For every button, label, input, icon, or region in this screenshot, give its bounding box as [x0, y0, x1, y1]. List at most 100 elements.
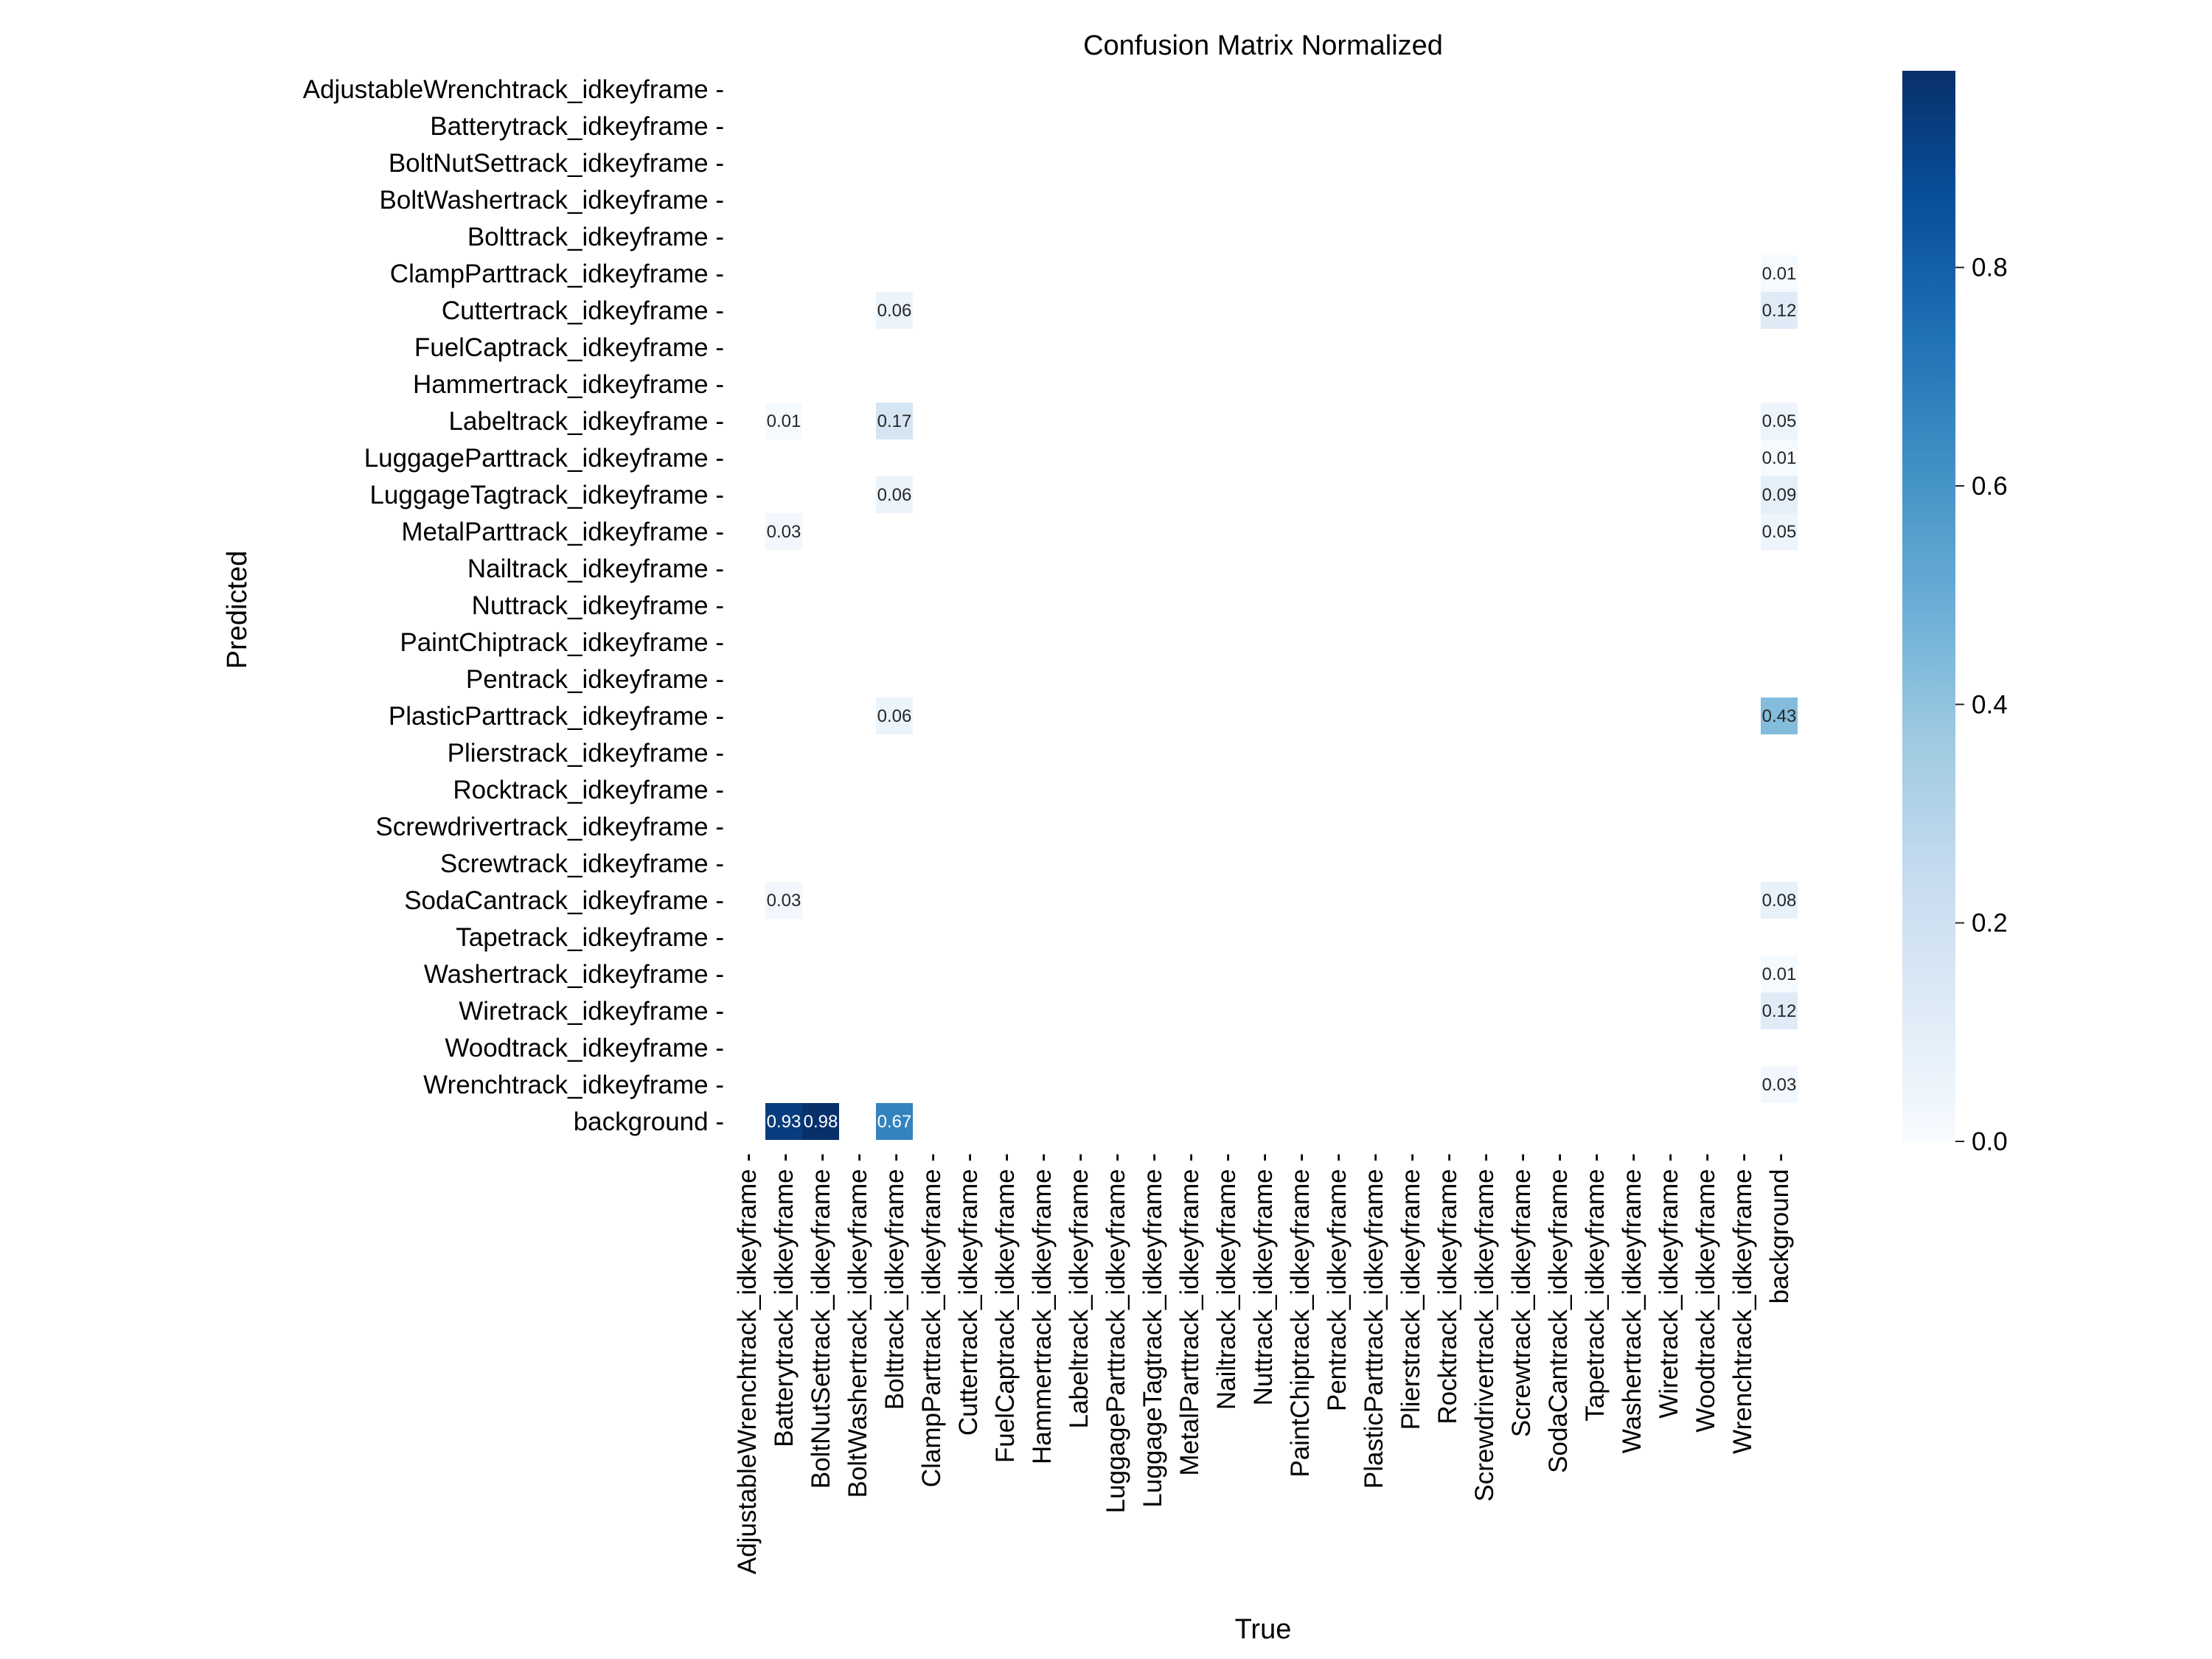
colorbar-ticks: 0.0 0.2 0.4 0.6 0.8	[1955, 254, 2008, 1156]
colorbar-tick-label: 0.6	[1972, 472, 2008, 501]
cell-value-label: 0.06	[877, 706, 912, 726]
cell-value-label: 0.67	[877, 1112, 912, 1132]
y-tick-label: BoltWashertrack_idkeyframe -	[380, 186, 724, 215]
x-tick-label: Nailtrack_idkeyframe -	[1212, 1153, 1241, 1410]
cell-value-label: 0.05	[1762, 522, 1797, 542]
x-tick-label: SodaCantrack_idkeyframe -	[1544, 1153, 1573, 1473]
heatmap-cell	[876, 698, 913, 734]
y-tick-label: ClampParttrack_idkeyframe -	[390, 260, 724, 288]
cell-value-label: 0.01	[1762, 264, 1797, 284]
y-tick-label: SodaCantrack_idkeyframe -	[404, 886, 724, 915]
heatmap-cell	[876, 403, 913, 439]
y-tick-label: PlasticParttrack_idkeyframe -	[389, 702, 724, 731]
y-tick-labels: AdjustableWrenchtrack_idkeyframe - Batter…	[303, 75, 724, 1136]
y-tick-label: LuggageParttrack_idkeyframe -	[364, 444, 724, 473]
y-tick-label: Tapetrack_idkeyframe -	[456, 923, 724, 952]
x-tick-label: PlasticParttrack_idkeyframe -	[1360, 1153, 1388, 1489]
y-tick-label: PaintChiptrack_idkeyframe -	[400, 628, 724, 657]
heatmap-cell	[1761, 698, 1798, 734]
y-tick-label: AdjustableWrenchtrack_idkeyframe -	[303, 75, 724, 104]
y-tick-label: Wrenchtrack_idkeyframe -	[423, 1071, 724, 1099]
colorbar-tick-label: 0.8	[1972, 254, 2008, 282]
x-tick-label: ClampParttrack_idkeyframe -	[917, 1153, 946, 1487]
heatmap-cell	[765, 882, 802, 919]
y-tick-label: Cuttertrack_idkeyframe -	[442, 296, 724, 325]
y-tick-label: FuelCaptrack_idkeyframe -	[414, 333, 724, 362]
x-tick-label: Hammertrack_idkeyframe -	[1028, 1153, 1057, 1464]
y-tick-label: Plierstrack_idkeyframe -	[448, 739, 724, 768]
x-tick-label: Screwdrivertrack_idkeyframe -	[1470, 1153, 1499, 1502]
y-tick-label: Woodtrack_idkeyframe -	[445, 1034, 724, 1062]
x-tick-label: background -	[1765, 1153, 1794, 1304]
colorbar-gradient-bar	[1902, 71, 1955, 1141]
y-tick-label: LuggageTagtrack_idkeyframe -	[369, 481, 724, 509]
cell-value-label: 0.17	[877, 411, 912, 431]
cell-value-label: 0.01	[767, 411, 801, 431]
x-tick-label: Wrenchtrack_idkeyframe -	[1728, 1153, 1757, 1454]
x-tick-labels: AdjustableWrenchtrack_idkeyframe - Batter…	[733, 1153, 1794, 1574]
heatmap-cell	[802, 1103, 839, 1140]
heatmap-cell	[765, 1103, 802, 1140]
x-tick-label: MetalParttrack_idkeyframe -	[1175, 1153, 1204, 1476]
y-tick-label: Batterytrack_idkeyframe -	[430, 112, 724, 141]
y-tick-label: Hammertrack_idkeyframe -	[413, 370, 724, 399]
heatmap-cell	[1761, 255, 1798, 292]
y-tick-label: Screwtrack_idkeyframe -	[440, 849, 724, 878]
cell-value-label: 0.03	[1762, 1075, 1797, 1095]
heatmap-cell	[1761, 882, 1798, 919]
cell-value-label: 0.06	[877, 301, 912, 321]
cell-value-label: 0.43	[1762, 706, 1797, 726]
heatmap-cell	[765, 403, 802, 439]
heatmap-cell	[876, 1103, 913, 1140]
y-tick-label: background -	[574, 1107, 724, 1136]
heatmap-cells	[765, 255, 1798, 1140]
heatmap-cell	[1761, 476, 1798, 513]
x-tick-label: FuelCaptrack_idkeyframe -	[991, 1153, 1020, 1463]
cell-value-label: 0.01	[1762, 964, 1797, 984]
x-tick-label: LuggageTagtrack_idkeyframe -	[1138, 1153, 1167, 1508]
cell-value-label: 0.98	[804, 1112, 838, 1132]
colorbar-tick-label: 0.2	[1972, 909, 2008, 938]
y-tick-label: Washertrack_idkeyframe -	[424, 960, 724, 989]
cell-value-label: 0.05	[1762, 411, 1797, 431]
x-tick-label: Plierstrack_idkeyframe -	[1397, 1153, 1425, 1430]
cell-value-label: 0.03	[767, 891, 801, 911]
heatmap-cell	[1761, 956, 1798, 992]
heatmap-cell	[1761, 439, 1798, 476]
y-tick-label: Screwdrivertrack_idkeyframe -	[375, 813, 724, 841]
heatmap-cell	[765, 513, 802, 550]
heatmap-cell	[1761, 513, 1798, 550]
x-tick-label: Pentrack_idkeyframe -	[1323, 1153, 1352, 1411]
x-tick-label: Screwtrack_idkeyframe -	[1507, 1153, 1536, 1437]
heatmap-cell	[1761, 992, 1798, 1029]
x-tick-label: BoltNutSettrack_idkeyframe -	[807, 1153, 835, 1489]
x-tick-label: Batterytrack_idkeyframe -	[770, 1153, 799, 1447]
cell-value-label: 0.01	[1762, 448, 1797, 468]
colorbar: 0.0 0.2 0.4 0.6 0.8	[1902, 71, 2008, 1156]
x-tick-label: Rocktrack_idkeyframe -	[1433, 1153, 1462, 1425]
y-tick-label: Bolttrack_idkeyframe -	[467, 223, 724, 251]
cell-value-label: 0.09	[1762, 485, 1797, 505]
cell-value-label: 0.12	[1762, 301, 1797, 321]
chart-title: Confusion Matrix Normalized	[1083, 30, 1443, 61]
y-tick-label: Labeltrack_idkeyframe -	[449, 407, 725, 436]
y-tick-label: MetalParttrack_idkeyframe -	[401, 518, 724, 546]
x-tick-label: Tapetrack_idkeyframe -	[1581, 1153, 1610, 1422]
x-tick-label: Woodtrack_idkeyframe -	[1691, 1153, 1720, 1433]
cell-value-label: 0.03	[767, 522, 801, 542]
y-tick-label: Wiretrack_idkeyframe -	[459, 997, 724, 1026]
x-tick-label: Bolttrack_idkeyframe -	[880, 1153, 909, 1410]
colorbar-tick-label: 0.0	[1972, 1127, 2008, 1156]
cell-value-label: 0.08	[1762, 891, 1797, 911]
x-tick-label: Washertrack_idkeyframe -	[1618, 1153, 1646, 1453]
x-tick-label: Cuttertrack_idkeyframe -	[954, 1153, 983, 1436]
x-tick-label: Labeltrack_idkeyframe -	[1065, 1153, 1093, 1429]
y-tick-label: Nuttrack_idkeyframe -	[472, 591, 724, 620]
cell-labels: 0.01 0.06 0.12 0.01 0.17 0.05 0.01 0.06 0.09 0.03…	[767, 264, 1797, 1132]
y-tick-label: BoltNutSettrack_idkeyframe -	[389, 149, 724, 178]
cell-value-label: 0.93	[767, 1112, 801, 1132]
colorbar-tick-label: 0.4	[1972, 690, 2008, 719]
cell-value-label: 0.12	[1762, 1001, 1797, 1021]
heatmap-cell	[876, 476, 913, 513]
x-tick-label: Wiretrack_idkeyframe -	[1655, 1153, 1683, 1419]
